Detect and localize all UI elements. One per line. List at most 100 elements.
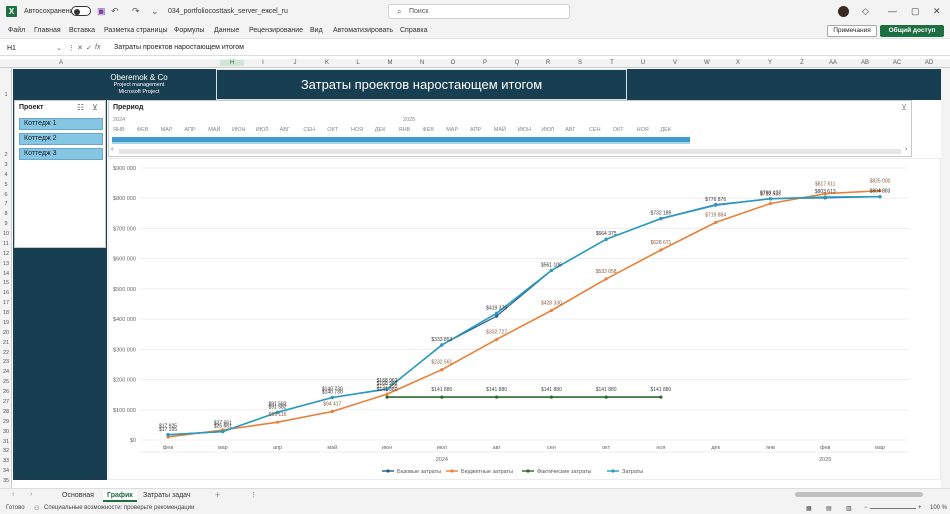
- timeline-month[interactable]: ИЮН: [517, 127, 532, 133]
- column-header[interactable]: Z: [800, 60, 804, 66]
- column-header[interactable]: N: [419, 60, 425, 66]
- timeline-month[interactable]: НОЯ: [636, 127, 649, 133]
- zoom-in-icon[interactable]: +: [918, 505, 922, 511]
- accessibility-icon[interactable]: ⚇: [34, 506, 40, 512]
- row-header[interactable]: 12: [2, 250, 10, 257]
- row-header[interactable]: 8: [4, 211, 8, 218]
- timeline-selection[interactable]: [112, 137, 690, 142]
- timeline-month[interactable]: СЕН: [589, 127, 601, 133]
- timeline-month[interactable]: ЯНВ: [113, 127, 125, 133]
- timeline-month[interactable]: ИЮЛ: [541, 127, 555, 133]
- timeline-month[interactable]: СЕН: [303, 127, 316, 133]
- clear-filter-icon[interactable]: ⊻: [901, 103, 907, 112]
- page-layout-icon[interactable]: ▤: [826, 506, 832, 512]
- scroll-right-icon[interactable]: ›: [905, 146, 908, 153]
- row-header[interactable]: 11: [3, 240, 9, 247]
- row-header[interactable]: 35: [2, 478, 10, 485]
- autosave-toggle[interactable]: [71, 6, 91, 16]
- row-header[interactable]: 5: [4, 181, 8, 188]
- tab-file[interactable]: Файл: [8, 27, 26, 34]
- row-header[interactable]: 6: [4, 191, 8, 198]
- row-header[interactable]: 4: [4, 171, 8, 178]
- timeline-month[interactable]: ОКТ: [612, 127, 624, 133]
- column-header[interactable]: T: [610, 60, 614, 66]
- tab-data[interactable]: Данные: [214, 27, 240, 34]
- column-header[interactable]: O: [450, 60, 456, 66]
- redo-icon[interactable]: ↷: [132, 6, 140, 16]
- namebox-chevron-icon[interactable]: ⌄: [56, 45, 62, 52]
- accessibility-status[interactable]: Специальные возможности: проверьте реком…: [44, 505, 195, 511]
- row-header[interactable]: 21: [2, 339, 10, 346]
- clear-filter-icon[interactable]: ⊻: [92, 103, 98, 112]
- row-header[interactable]: 18: [2, 310, 10, 317]
- timeline-month[interactable]: АПР: [470, 127, 482, 133]
- row-header[interactable]: 26: [2, 389, 10, 396]
- row-header[interactable]: 22: [2, 349, 10, 356]
- row-header[interactable]: 32: [2, 448, 10, 455]
- row-header[interactable]: 33: [2, 458, 10, 465]
- name-box[interactable]: H1: [7, 45, 16, 52]
- enter-icon[interactable]: ✓: [86, 45, 92, 52]
- row-header[interactable]: 9: [4, 221, 8, 228]
- timeline-month[interactable]: НОЯ: [351, 127, 364, 133]
- tab-view[interactable]: Вид: [310, 27, 323, 34]
- slicer-item[interactable]: Коттедж 3: [19, 148, 103, 160]
- tab-help[interactable]: Справка: [400, 27, 428, 34]
- tab-page-layout[interactable]: Разметка страницы: [104, 27, 168, 34]
- add-sheet-icon[interactable]: +: [215, 490, 221, 500]
- row-header[interactable]: 15: [2, 280, 10, 287]
- column-header[interactable]: AC: [892, 60, 902, 66]
- row-header[interactable]: 14: [2, 270, 10, 277]
- column-header[interactable]: R: [545, 60, 551, 66]
- column-header[interactable]: L: [356, 60, 360, 66]
- row-header[interactable]: 1: [4, 92, 8, 98]
- row-header[interactable]: 2: [4, 152, 8, 158]
- avatar[interactable]: [838, 6, 849, 17]
- column-header[interactable]: S: [577, 60, 582, 66]
- column-header[interactable]: I: [262, 60, 264, 66]
- save-icon[interactable]: ▣: [97, 6, 106, 16]
- chevron-down-icon[interactable]: ⌄: [266, 7, 272, 14]
- diamond-icon[interactable]: ◇: [862, 6, 869, 16]
- column-header[interactable]: H: [220, 60, 244, 66]
- column-header[interactable]: Q: [514, 60, 520, 66]
- timeline-month[interactable]: МАР: [160, 127, 173, 133]
- column-header[interactable]: K: [324, 60, 329, 66]
- timeline-month[interactable]: ДЕК: [374, 127, 386, 133]
- row-header[interactable]: 24: [2, 369, 10, 376]
- column-header[interactable]: AD: [924, 60, 934, 66]
- normal-view-icon[interactable]: ▦: [806, 506, 812, 512]
- row-header[interactable]: 16: [2, 290, 10, 297]
- tab-formulas[interactable]: Формулы: [174, 27, 205, 34]
- timeline-scrollbar[interactable]: [119, 149, 901, 154]
- column-header[interactable]: X: [735, 60, 740, 66]
- more-icon[interactable]: ⋮: [250, 492, 257, 499]
- row-header[interactable]: 29: [2, 418, 10, 425]
- report-title[interactable]: Затраты проектов наростающем итогом: [216, 69, 627, 100]
- quick-access-menu-icon[interactable]: ⌄: [151, 6, 159, 16]
- row-header[interactable]: 3: [4, 161, 8, 168]
- row-header[interactable]: 28: [2, 408, 10, 415]
- timeline-month[interactable]: АПР: [184, 127, 196, 133]
- scroll-left-icon[interactable]: ‹: [111, 146, 114, 153]
- timeline-month[interactable]: ДЕК: [660, 127, 671, 133]
- timeline-month[interactable]: ФЕВ: [136, 127, 149, 133]
- timeline-month[interactable]: МАЙ: [493, 127, 506, 133]
- multi-select-icon[interactable]: ☷: [77, 103, 85, 112]
- row-header[interactable]: 19: [2, 319, 10, 326]
- minimize-icon[interactable]: —: [888, 6, 897, 16]
- row-header[interactable]: 10: [2, 231, 10, 238]
- chart-area[interactable]: $0 $100 000 $200 000 $300 000 $400 000 $500 0…: [108, 158, 941, 480]
- tab-insert[interactable]: Вставка: [69, 27, 96, 34]
- restore-icon[interactable]: ▢: [911, 6, 920, 16]
- row-header[interactable]: 7: [4, 201, 8, 208]
- page-break-icon[interactable]: ▥: [846, 506, 852, 512]
- sheet-tab-chart[interactable]: График: [103, 490, 137, 502]
- timeline-month[interactable]: АВГ: [565, 127, 576, 133]
- row-header[interactable]: 25: [2, 379, 10, 386]
- column-header[interactable]: W: [704, 60, 710, 66]
- zoom-level[interactable]: 100 %: [930, 505, 948, 511]
- row-header[interactable]: 34: [2, 468, 10, 475]
- cancel-icon[interactable]: ✕: [77, 45, 83, 52]
- tab-home[interactable]: Главная: [34, 27, 61, 34]
